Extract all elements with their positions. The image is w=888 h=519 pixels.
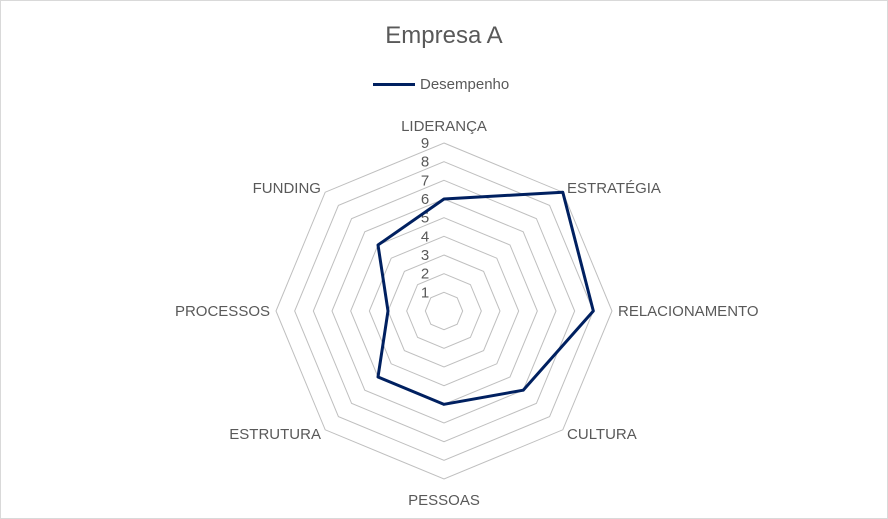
radial-tick-label: 5	[421, 210, 429, 227]
grid-ring	[312, 179, 576, 443]
category-labels: LIDERANÇA ESTRATÉGIA RELACIONAMENTO CULTURA…	[175, 118, 759, 509]
radial-tick-label: 7	[421, 172, 429, 189]
series-layer	[376, 190, 595, 406]
legend: Desempenho	[373, 74, 509, 94]
category-label: PESSOAS	[408, 492, 480, 509]
grid-ring	[368, 235, 520, 387]
radial-tick-label: 1	[421, 284, 429, 301]
radial-tick-label: 6	[421, 191, 429, 208]
radial-tick-label: 2	[421, 266, 429, 283]
category-label: PROCESSOS	[175, 303, 270, 320]
radial-tick-label: 9	[421, 135, 429, 152]
legend-swatch-desempenho	[373, 82, 415, 86]
category-label: RELACIONAMENTO	[618, 303, 759, 320]
chart-title: Empresa A	[385, 22, 503, 49]
series-line-desempenho	[376, 190, 595, 406]
grid-ring	[275, 142, 613, 480]
legend-label-desempenho: Desempenho	[420, 75, 510, 93]
category-label: ESTRATÉGIA	[567, 180, 661, 197]
radial-tick-label: 8	[421, 154, 429, 171]
category-label: ESTRUTURA	[229, 426, 321, 443]
category-label: LIDERANÇA	[401, 118, 487, 135]
grid-ring	[387, 254, 501, 368]
radial-tick-label: 3	[421, 247, 429, 264]
grid-ring	[424, 291, 464, 331]
category-label: FUNDING	[253, 180, 321, 197]
grid-ring	[406, 273, 482, 349]
category-label: CULTURA	[567, 426, 637, 443]
grid-ring	[331, 198, 557, 424]
radial-tick-labels: 12 3 45 6 78 9	[421, 135, 429, 301]
grid-ring	[294, 161, 594, 461]
radial-tick-label: 4	[421, 228, 429, 245]
